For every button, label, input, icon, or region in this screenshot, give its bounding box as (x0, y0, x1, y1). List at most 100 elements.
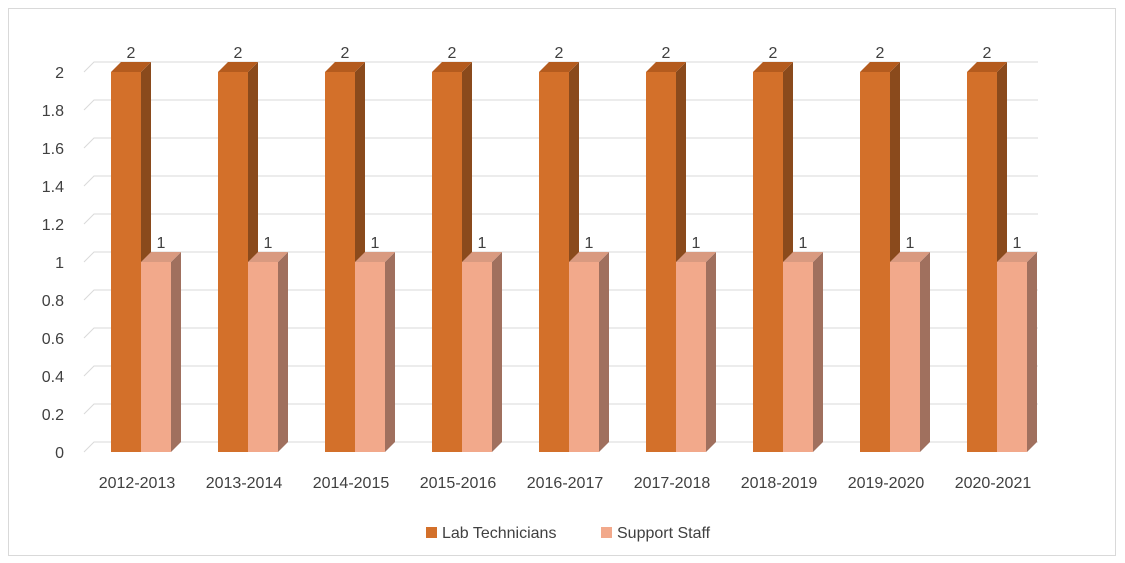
bar-side (492, 252, 502, 452)
bar-front (967, 72, 997, 452)
bar-top (539, 62, 579, 72)
bar-front (860, 72, 890, 452)
legend: Lab Technicians Support Staff (426, 525, 711, 542)
bar-top (569, 252, 609, 262)
x-tick-label: 2020-2021 (955, 475, 1032, 492)
bar-top (355, 252, 395, 262)
data-label: 2 (876, 45, 885, 62)
legend-swatch (601, 527, 612, 538)
x-axis: 2012-2013 2013-2014 2014-2015 2015-2016 2016… (99, 475, 1032, 492)
y-tick-label: 1.4 (42, 179, 64, 196)
bar-side (706, 252, 716, 452)
bar-top (783, 252, 823, 262)
bar-front (462, 262, 492, 452)
y-tick-label: 0.2 (42, 407, 64, 424)
bar-front (432, 72, 462, 452)
bar-front (539, 72, 569, 452)
bar-top (967, 62, 1007, 72)
legend-swatch (426, 527, 437, 538)
bar-front (569, 262, 599, 452)
bar-side (813, 252, 823, 452)
bar-support-staff (997, 252, 1037, 452)
data-label: 2 (234, 45, 243, 62)
gridline (83, 61, 1038, 73)
bar-front (783, 262, 813, 452)
bar-top (753, 62, 793, 72)
bar-front (111, 72, 141, 452)
data-label: 1 (157, 235, 166, 252)
data-label: 2 (555, 45, 564, 62)
x-tick-label: 2018-2019 (741, 475, 818, 492)
gridline (83, 99, 1038, 111)
bar-front (676, 262, 706, 452)
y-tick-label: 1 (55, 255, 64, 272)
bar-front (753, 72, 783, 452)
x-tick-label: 2019-2020 (848, 475, 925, 492)
bar-top (218, 62, 258, 72)
bar-side (385, 252, 395, 452)
data-labels: 2 1 2 1 2 1 2 1 2 1 2 1 2 1 2 1 2 1 (127, 45, 1022, 252)
gridline (83, 365, 1038, 377)
data-label: 1 (799, 235, 808, 252)
y-axis: 0 0.2 0.4 0.6 0.8 1 1.2 1.4 1.6 1.8 2 (42, 65, 64, 462)
legend-item: Support Staff (601, 525, 711, 542)
bar-top (860, 62, 900, 72)
data-label: 1 (906, 235, 915, 252)
x-tick-label: 2016-2017 (527, 475, 604, 492)
bar-front (646, 72, 676, 452)
bar-support-staff (676, 252, 716, 452)
bar-top (111, 62, 151, 72)
gridline (83, 175, 1038, 187)
x-tick-label: 2015-2016 (420, 475, 497, 492)
gridline (83, 213, 1038, 225)
data-label: 2 (769, 45, 778, 62)
bar-top (325, 62, 365, 72)
y-tick-label: 0 (55, 445, 64, 462)
data-label: 1 (264, 235, 273, 252)
legend-label: Lab Technicians (442, 525, 556, 542)
bar-side (1027, 252, 1037, 452)
gridline (83, 251, 1038, 263)
gridline (83, 327, 1038, 339)
bar-lab-technicians (432, 62, 472, 452)
y-tick-label: 0.6 (42, 331, 64, 348)
bar-top (646, 62, 686, 72)
bar-top (997, 252, 1037, 262)
data-label: 2 (983, 45, 992, 62)
data-label: 1 (1013, 235, 1022, 252)
legend-label: Support Staff (617, 525, 711, 542)
bar-front (325, 72, 355, 452)
x-tick-label: 2017-2018 (634, 475, 711, 492)
bar-support-staff (462, 252, 502, 452)
y-tick-label: 1.8 (42, 103, 64, 120)
data-label: 2 (448, 45, 457, 62)
data-label: 2 (662, 45, 671, 62)
bar-front (141, 262, 171, 452)
y-tick-label: 0.4 (42, 369, 64, 386)
bar-support-staff (141, 252, 181, 452)
bar-top (890, 252, 930, 262)
data-label: 2 (127, 45, 136, 62)
bar-top (676, 252, 716, 262)
x-tick-label: 2012-2013 (99, 475, 176, 492)
bars (111, 62, 1037, 452)
bar-side (278, 252, 288, 452)
bar-support-staff (569, 252, 609, 452)
bar-front (248, 262, 278, 452)
x-tick-label: 2014-2015 (313, 475, 390, 492)
bar-top (141, 252, 181, 262)
bar-front (997, 262, 1027, 452)
x-tick-label: 2013-2014 (206, 475, 283, 492)
gridline (83, 441, 1038, 453)
bar-top (248, 252, 288, 262)
bar-support-staff (783, 252, 823, 452)
gridline (83, 289, 1038, 301)
legend-item: Lab Technicians (426, 525, 556, 542)
bar-side (171, 252, 181, 452)
bar-front (890, 262, 920, 452)
data-label: 1 (692, 235, 701, 252)
bar-side (920, 252, 930, 452)
y-tick-label: 1.2 (42, 217, 64, 234)
bar-top (432, 62, 472, 72)
data-label: 1 (478, 235, 487, 252)
